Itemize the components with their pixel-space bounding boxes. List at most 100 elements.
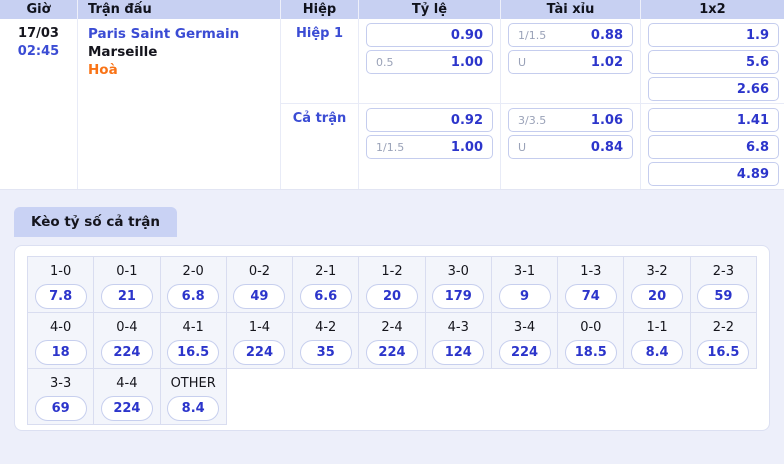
handicap-value: U	[518, 55, 527, 69]
handicap-odds-button[interactable]: 1/1.5 1.00	[366, 135, 493, 159]
score-odds-button[interactable]: 224	[498, 340, 551, 365]
score-label: 3-0	[447, 264, 469, 279]
over-under-odds-button[interactable]: U 0.84	[508, 135, 633, 159]
odds-value: 1.02	[590, 54, 623, 70]
odds-value: 4.89	[736, 166, 769, 182]
odds-value: 0.88	[590, 27, 623, 43]
teams-cell: Paris Saint Germain Marseille Hoà	[78, 19, 281, 189]
empty-cell	[293, 369, 359, 425]
odds-value: 1.00	[450, 139, 483, 155]
score-cell: 0-2 49	[226, 257, 294, 313]
over-under-odds-button[interactable]: U 1.02	[508, 50, 633, 74]
score-label: 0-0	[580, 320, 602, 335]
score-label: 0-2	[248, 264, 271, 279]
score-odds-button[interactable]: 16.5	[167, 340, 220, 365]
1x2-home-odds-button[interactable]: 1.9	[648, 23, 779, 47]
empty-cell	[558, 369, 624, 425]
match-date: 17/03	[18, 26, 59, 41]
score-label: 1-3	[580, 264, 602, 279]
odds-value: 0.84	[590, 139, 623, 155]
score-odds-button[interactable]: 124	[432, 340, 485, 365]
score-odds-button[interactable]: 18	[34, 340, 87, 365]
score-cell: 3-0 179	[425, 257, 492, 313]
score-odds-button[interactable]: 35	[299, 340, 352, 365]
score-cell: 0-4 224	[94, 313, 161, 369]
time-cell: 17/03 02:45	[0, 19, 78, 189]
header-match: Trận đấu	[78, 0, 281, 19]
score-odds-button[interactable]: 224	[100, 396, 153, 421]
score-odds-button[interactable]: 6.8	[167, 284, 220, 309]
score-odds-button[interactable]: 16.5	[697, 340, 750, 365]
score-odds-button[interactable]: 224	[100, 340, 153, 365]
score-cell: 3-3 69	[28, 369, 95, 425]
home-team-link[interactable]: Paris Saint Germain	[88, 26, 240, 42]
score-odds-button[interactable]: 69	[34, 396, 87, 421]
empty-cell	[624, 369, 690, 425]
score-odds-button[interactable]: 8.4	[167, 396, 220, 421]
score-odds-button[interactable]: 224	[365, 340, 418, 365]
score-label: 3-3	[50, 376, 72, 391]
handicap-value: 3/3.5	[518, 113, 547, 127]
score-cell: 1-3 74	[558, 257, 625, 313]
score-label: OTHER	[170, 376, 216, 391]
handicap-odds-button[interactable]: 0.90	[366, 23, 493, 47]
score-label: 4-2	[315, 320, 337, 335]
tab-correct-score[interactable]: Kèo tỷ số cả trận	[14, 207, 177, 237]
score-cell: 0-1 21	[94, 257, 161, 313]
score-odds-button[interactable]: 18.5	[564, 340, 617, 365]
match-time: 02:45	[17, 44, 60, 59]
header-time: Giờ	[0, 0, 78, 19]
score-label: 3-1	[513, 264, 536, 279]
score-cell: 2-1 6.6	[293, 257, 360, 313]
score-odds-button[interactable]: 21	[100, 284, 153, 309]
score-odds-button[interactable]: 74	[564, 284, 617, 309]
score-grid: 1-0 7.8 0-1 21 2-0 6.8 0-2 49 2-1 6.6 1-…	[27, 256, 757, 425]
correct-score-panel: 1-0 7.8 0-1 21 2-0 6.8 0-2 49 2-1 6.6 1-…	[14, 245, 770, 431]
score-odds-button[interactable]: 179	[432, 284, 485, 309]
over-under-odds-button[interactable]: 3/3.5 1.06	[508, 108, 633, 132]
score-odds-button[interactable]: 7.8	[34, 284, 87, 309]
empty-cell	[359, 369, 425, 425]
1x2-away-odds-button[interactable]: 2.66	[648, 77, 779, 101]
handicap-odds-button[interactable]: 0.5 1.00	[366, 50, 493, 74]
score-odds-button[interactable]: 6.6	[299, 284, 352, 309]
score-cell: 2-0 6.8	[160, 257, 227, 313]
score-label: 3-4	[513, 320, 536, 335]
score-odds-button[interactable]: 9	[498, 284, 551, 309]
score-odds-button[interactable]: 59	[697, 284, 750, 309]
1x2-away-odds-button[interactable]: 4.89	[648, 162, 779, 186]
score-cell: 2-3 59	[690, 257, 757, 313]
empty-cell	[227, 369, 293, 425]
header-half: Hiệp	[281, 0, 359, 19]
score-label: 2-3	[712, 264, 734, 279]
score-cell: 1-2 20	[359, 257, 426, 313]
score-cell: 1-4 224	[226, 313, 294, 369]
1x2-home-odds-button[interactable]: 1.41	[648, 108, 779, 132]
header-rate: Tỷ lệ	[359, 0, 501, 19]
handicap-value: 1/1.5	[518, 28, 547, 42]
rate-odds-fulltime: 0.92 1/1.5 1.00	[359, 104, 501, 189]
score-odds-button[interactable]: 224	[233, 340, 286, 365]
score-cell: 3-4 224	[491, 313, 559, 369]
score-odds-button[interactable]: 8.4	[631, 340, 684, 365]
1x2-draw-odds-button[interactable]: 6.8	[648, 135, 779, 159]
score-cell: 4-1 16.5	[160, 313, 227, 369]
score-odds-button[interactable]: 49	[233, 284, 286, 309]
away-team: Marseille	[88, 44, 158, 60]
table-header-row: Giờ Trận đấu Hiệp Tỷ lệ Tài xỉu 1x2	[0, 0, 784, 19]
period-label-fulltime: Cả trận	[281, 104, 359, 189]
1x2-draw-odds-button[interactable]: 5.6	[648, 50, 779, 74]
score-label: 0-4	[116, 320, 138, 335]
score-label: 4-4	[116, 376, 138, 391]
score-cell: 2-4 224	[359, 313, 426, 369]
score-odds-button[interactable]: 20	[631, 284, 684, 309]
score-cell: 2-2 16.5	[690, 313, 757, 369]
score-label: 2-0	[182, 264, 204, 279]
odds-value: 5.6	[745, 54, 769, 70]
score-odds-button[interactable]: 20	[365, 284, 418, 309]
odds-value: 1.9	[745, 27, 769, 43]
over-under-odds-button[interactable]: 1/1.5 0.88	[508, 23, 633, 47]
empty-cell	[426, 369, 492, 425]
handicap-odds-button[interactable]: 0.92	[366, 108, 493, 132]
rate-odds-half1: 0.90 0.5 1.00	[359, 19, 501, 104]
